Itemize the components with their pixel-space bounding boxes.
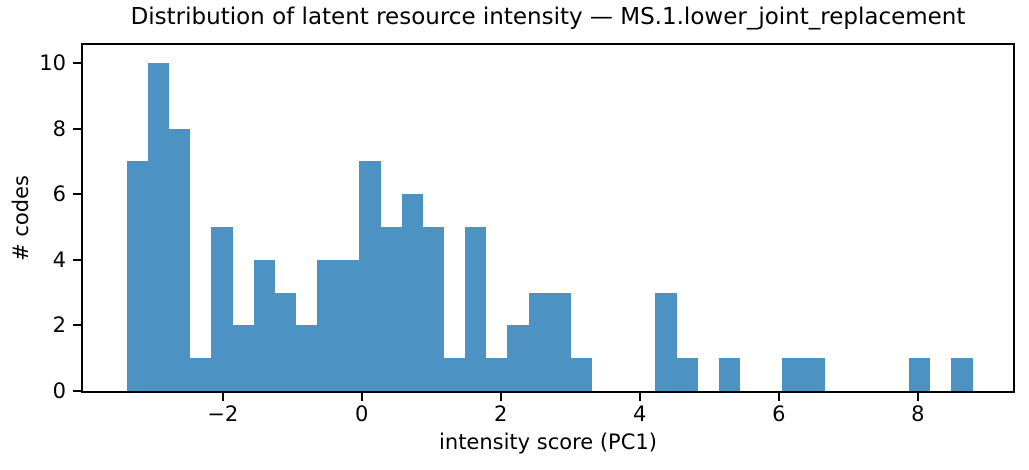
histogram-bar	[232, 325, 254, 391]
y-tick-label: 0	[52, 379, 66, 403]
x-tick-label: 6	[772, 402, 786, 426]
x-tick-label: −2	[207, 402, 239, 426]
y-tick-label: 8	[52, 116, 66, 141]
histogram-bar	[274, 292, 296, 391]
x-tick-label: 4	[633, 402, 647, 426]
x-tick-mark	[499, 393, 502, 401]
histogram-bar	[359, 161, 381, 391]
y-tick-mark	[73, 62, 81, 65]
histogram-bar	[338, 259, 360, 391]
histogram-bar	[380, 227, 402, 391]
histogram-bar	[549, 292, 571, 391]
y-tick-mark	[73, 193, 81, 196]
histogram-bar	[295, 325, 318, 391]
y-tick-label: 10	[39, 51, 66, 76]
histogram-bar	[147, 63, 170, 391]
x-tick-mark	[638, 393, 641, 401]
histogram-bar	[507, 325, 529, 391]
x-tick-label: 0	[355, 402, 369, 426]
y-tick-label: 2	[52, 313, 66, 338]
histogram-bar	[126, 161, 148, 391]
y-tick-label: 4	[52, 247, 66, 272]
histogram-bar	[422, 227, 444, 391]
x-tick-mark	[221, 393, 224, 401]
y-tick-mark	[73, 390, 81, 392]
histogram-bar	[253, 259, 275, 391]
x-tick-label: 8	[911, 402, 925, 426]
y-tick-label: 6	[52, 182, 66, 207]
histogram-bar	[169, 128, 191, 391]
histogram-bar	[718, 358, 740, 391]
histogram-bar	[443, 358, 466, 391]
x-tick-mark	[777, 393, 780, 401]
histogram-bar	[803, 358, 825, 391]
histogram-bar	[951, 358, 973, 391]
histogram-bar	[465, 227, 487, 391]
x-tick-mark	[360, 393, 363, 401]
histogram-bar	[528, 292, 550, 391]
histogram-bar	[655, 292, 677, 391]
x-tick-label: 2	[494, 402, 508, 426]
y-tick-mark	[73, 258, 81, 261]
histogram-bar	[676, 358, 698, 391]
histogram-bar	[909, 358, 931, 391]
histogram-bar	[190, 358, 212, 391]
histogram-bar	[317, 259, 339, 391]
y-tick-mark	[73, 127, 81, 130]
histogram-bar	[486, 358, 508, 391]
x-axis-label: intensity score (PC1)	[439, 430, 657, 454]
histogram-bar	[782, 358, 804, 391]
histogram-bar	[211, 227, 233, 391]
histogram-bar	[401, 194, 423, 391]
plot-area	[81, 43, 1015, 393]
x-tick-mark	[916, 393, 919, 401]
histogram-bar	[570, 358, 592, 391]
y-tick-mark	[73, 324, 81, 327]
chart-title: Distribution of latent resource intensit…	[130, 4, 966, 30]
